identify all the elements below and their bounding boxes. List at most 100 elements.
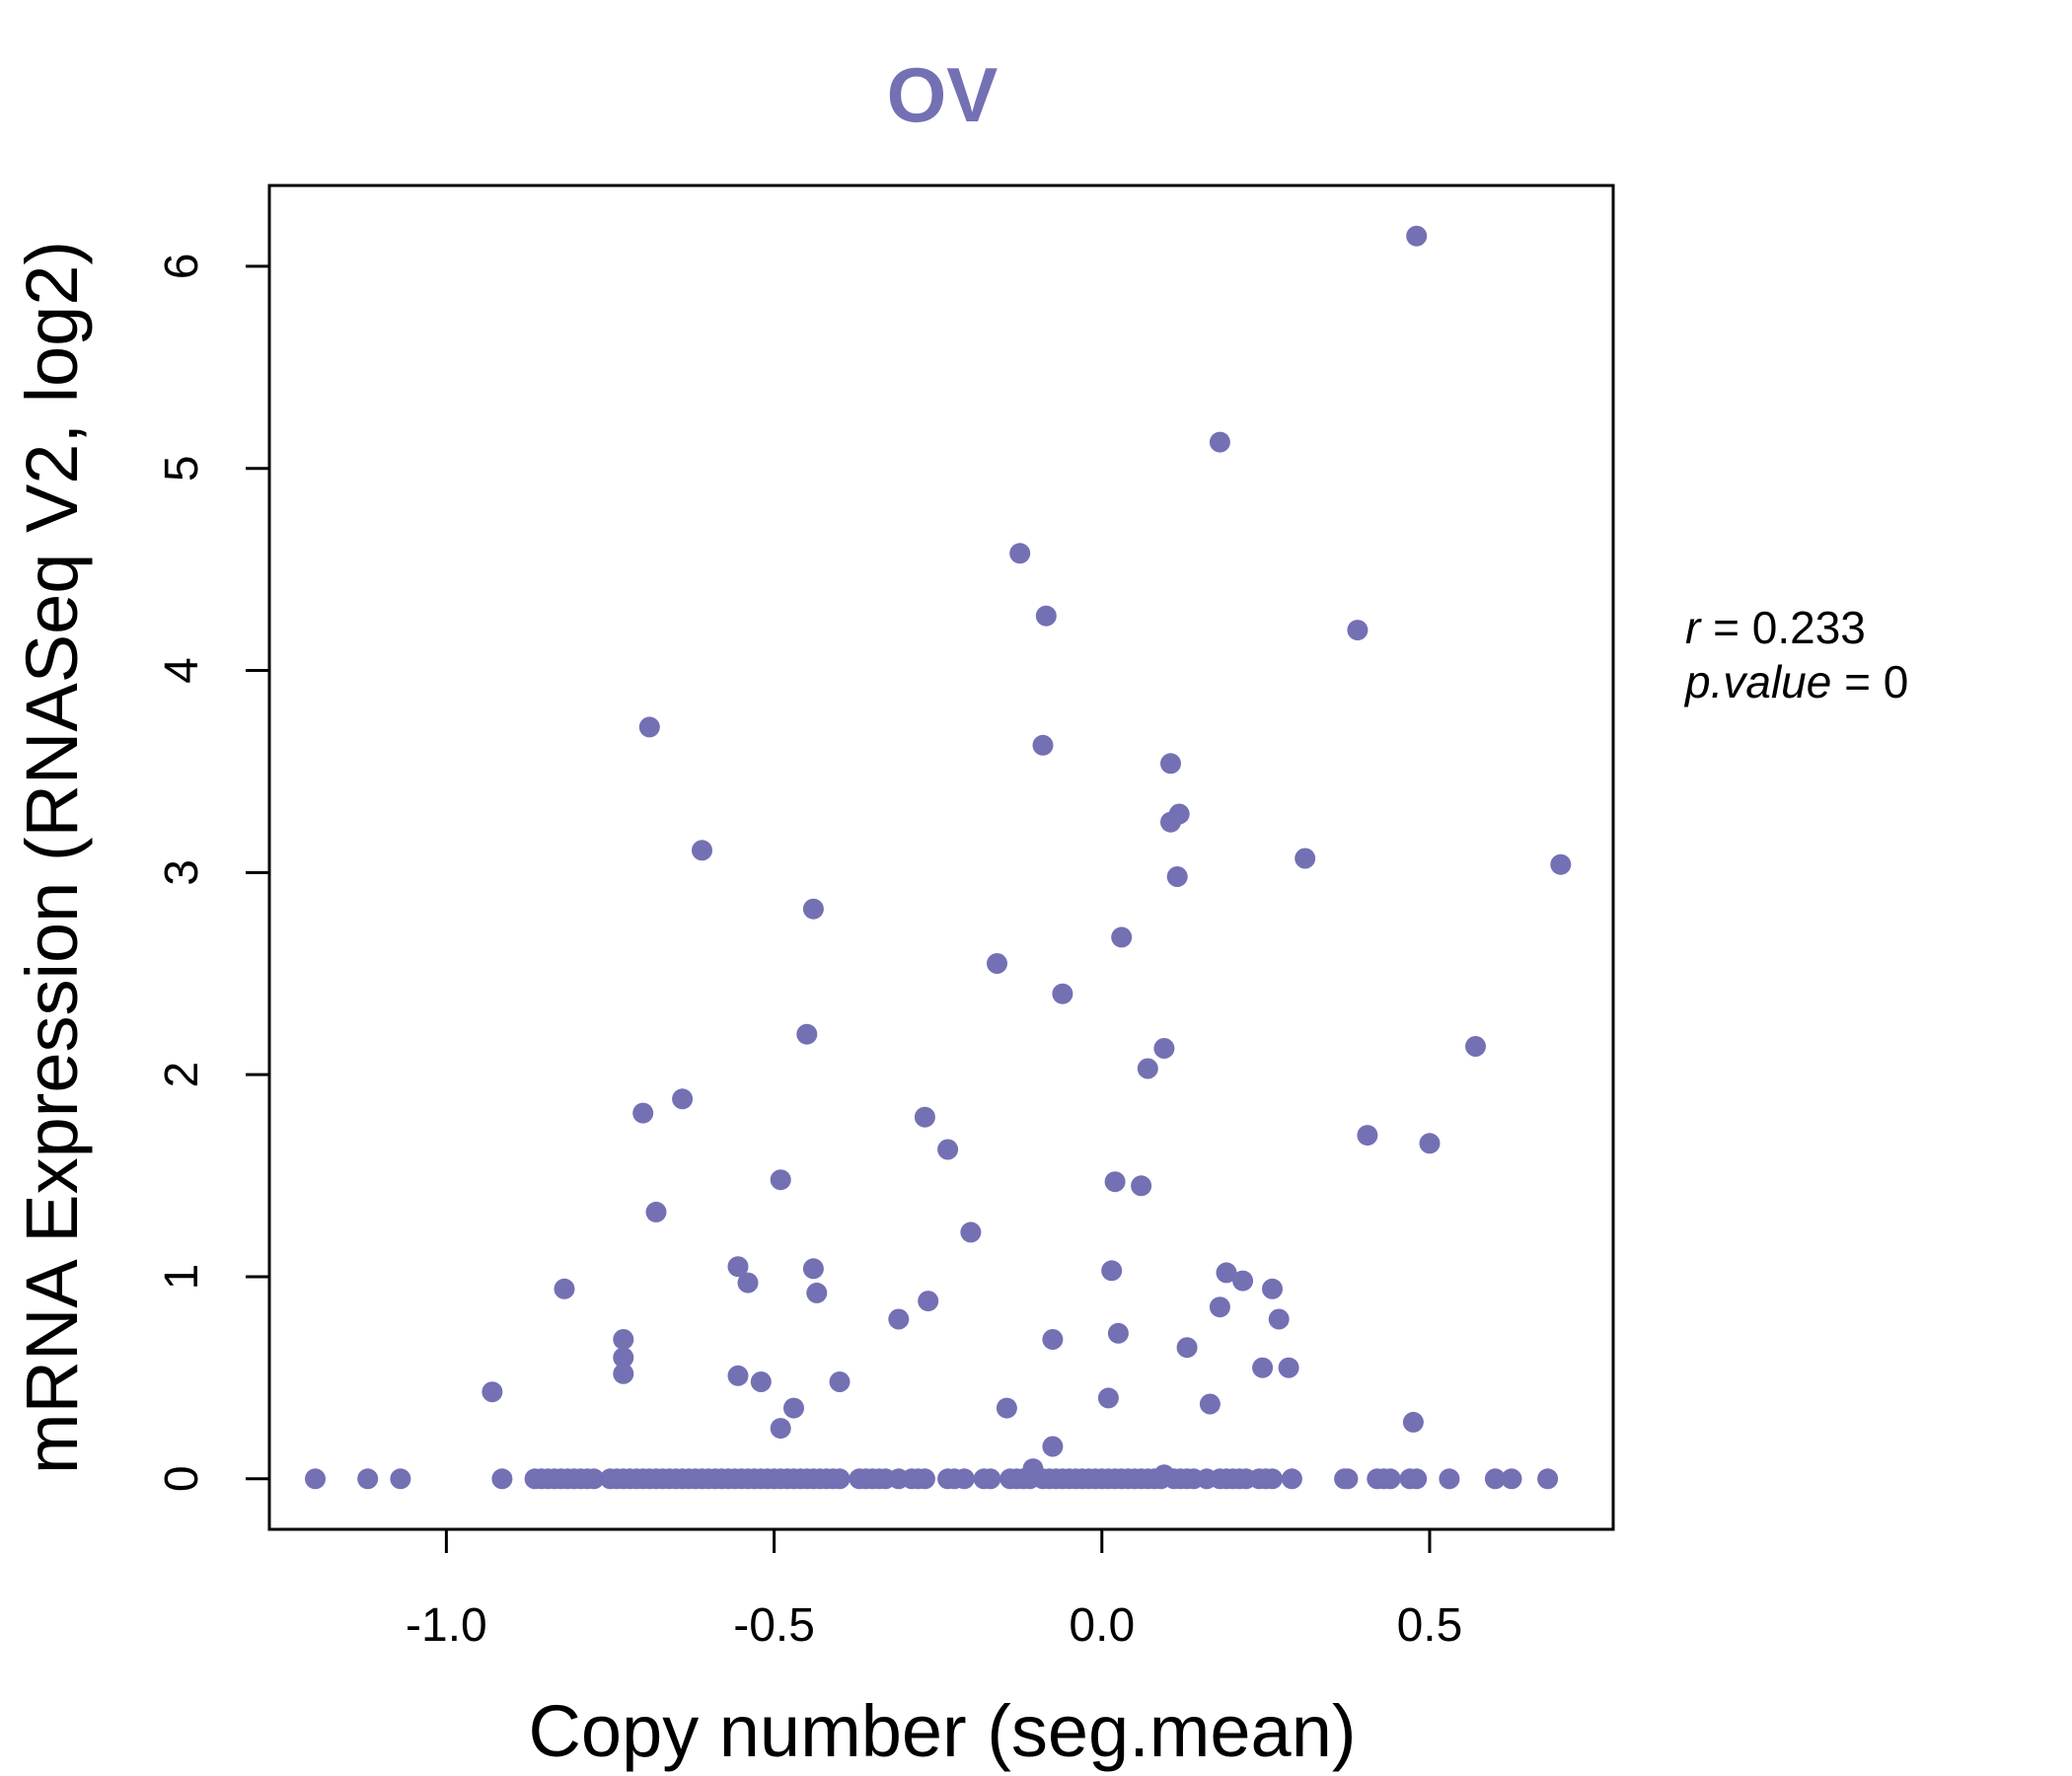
data-point-27: [937, 1139, 959, 1160]
chart-title: OV: [887, 51, 999, 138]
data-point-62: [1402, 1411, 1424, 1433]
data-point-5: [638, 716, 660, 738]
data-point-178: [1537, 1468, 1559, 1490]
data-point-125: [914, 1468, 935, 1490]
data-point-69: [390, 1468, 411, 1490]
data-point-58: [1097, 1387, 1119, 1409]
data-point-38: [737, 1272, 759, 1294]
x-tick-label: 0.5: [1397, 1599, 1463, 1652]
x-axis: -1.0 -0.5 0.0 0.5: [406, 1527, 1463, 1652]
data-point-47: [613, 1329, 634, 1350]
data-point-33: [727, 1256, 749, 1278]
data-point-52: [1278, 1357, 1299, 1378]
data-point-14: [802, 898, 824, 920]
data-point-17: [1052, 983, 1073, 1004]
data-point-172: [1379, 1468, 1401, 1490]
plot-frame: [267, 184, 1615, 1531]
data-point-50: [613, 1347, 634, 1369]
data-point-15: [1111, 926, 1133, 948]
data-point-34: [802, 1258, 824, 1280]
y-tick-label: 4: [156, 657, 208, 684]
data-point-55: [750, 1371, 772, 1392]
data-point-167: [1281, 1468, 1302, 1490]
data-point-70: [491, 1468, 513, 1490]
r-equals: =: [1700, 602, 1751, 653]
data-point-175: [1439, 1468, 1460, 1490]
data-point-30: [1131, 1175, 1152, 1197]
data-point-54: [727, 1365, 749, 1386]
data-point-7: [1160, 753, 1181, 775]
data-point-18: [796, 1023, 818, 1045]
data-point-1: [1209, 431, 1230, 453]
data-point-22: [672, 1088, 694, 1110]
p-value: 0: [1884, 656, 1909, 707]
y-tick-label: 2: [156, 1062, 208, 1088]
data-point-39: [554, 1278, 575, 1299]
data-point-43: [1209, 1296, 1230, 1318]
data-point-4: [1347, 620, 1369, 641]
stats-annotation: r = 0.233 p.value = 0: [1683, 602, 1908, 707]
data-point-56: [829, 1371, 851, 1392]
p-label: p.value: [1683, 656, 1831, 707]
data-point-63: [770, 1418, 791, 1440]
data-point-42: [918, 1291, 939, 1312]
data-point-128: [953, 1468, 975, 1490]
data-point-29: [1104, 1171, 1126, 1193]
data-point-67: [305, 1468, 326, 1490]
data-point-20: [1465, 1036, 1486, 1057]
data-point-21: [1137, 1058, 1158, 1079]
data-point-116: [829, 1468, 851, 1490]
y-tick-label: 0: [156, 1465, 208, 1492]
data-point-2: [1009, 543, 1031, 564]
data-point-13: [1166, 866, 1188, 887]
y-axis: 0 1 2 3 4 5 6: [156, 254, 271, 1492]
data-point-60: [783, 1397, 804, 1419]
data-point-6: [1032, 734, 1054, 756]
x-axis-label: Copy number (seg.mean): [528, 1690, 1356, 1772]
data-point-35: [1101, 1260, 1123, 1282]
x-tick-label: -1.0: [406, 1599, 487, 1652]
p-equals: =: [1831, 656, 1883, 707]
y-axis-label: mRNA Expression (RNASeq V2, log2): [11, 241, 93, 1474]
data-point-24: [914, 1106, 935, 1128]
data-point-80: [583, 1468, 605, 1490]
r-value: 0.233: [1752, 602, 1866, 653]
data-point-169: [1337, 1468, 1359, 1490]
data-point-53: [613, 1363, 634, 1384]
data-point-11: [1295, 848, 1316, 869]
data-point-31: [645, 1201, 667, 1222]
data-point-59: [1199, 1393, 1221, 1415]
data-point-49: [1176, 1337, 1198, 1359]
data-point-26: [1419, 1133, 1441, 1154]
data-point-23: [632, 1102, 654, 1124]
data-point-10: [692, 840, 712, 861]
data-point-36: [1216, 1262, 1237, 1284]
y-tick-label: 3: [156, 859, 208, 886]
data-point-166: [1262, 1468, 1283, 1490]
x-tick-label: 0.0: [1069, 1599, 1135, 1652]
data-point-37: [1232, 1270, 1254, 1292]
data-point-40: [1262, 1278, 1283, 1299]
data-point-28: [770, 1169, 791, 1191]
y-tick-label: 5: [156, 455, 208, 481]
data-point-3: [1035, 605, 1057, 627]
x-tick-label: -0.5: [733, 1599, 815, 1652]
p-value-text: p.value = 0: [1683, 656, 1908, 707]
data-point-51: [1252, 1357, 1274, 1378]
data-point-61: [996, 1397, 1017, 1419]
data-point-130: [980, 1468, 1001, 1490]
data-point-0: [1406, 225, 1428, 247]
data-point-32: [960, 1221, 982, 1243]
data-point-41: [806, 1282, 828, 1303]
data-point-12: [1550, 853, 1572, 875]
data-point-44: [888, 1308, 910, 1330]
data-point-25: [1357, 1125, 1378, 1147]
r-label: r: [1685, 602, 1702, 653]
data-point-9: [1160, 811, 1181, 833]
data-point-174: [1406, 1468, 1428, 1490]
data-point-57: [481, 1381, 503, 1403]
data-point-64: [1042, 1436, 1064, 1457]
data-point-176: [1484, 1468, 1506, 1490]
data-point-45: [1268, 1308, 1290, 1330]
